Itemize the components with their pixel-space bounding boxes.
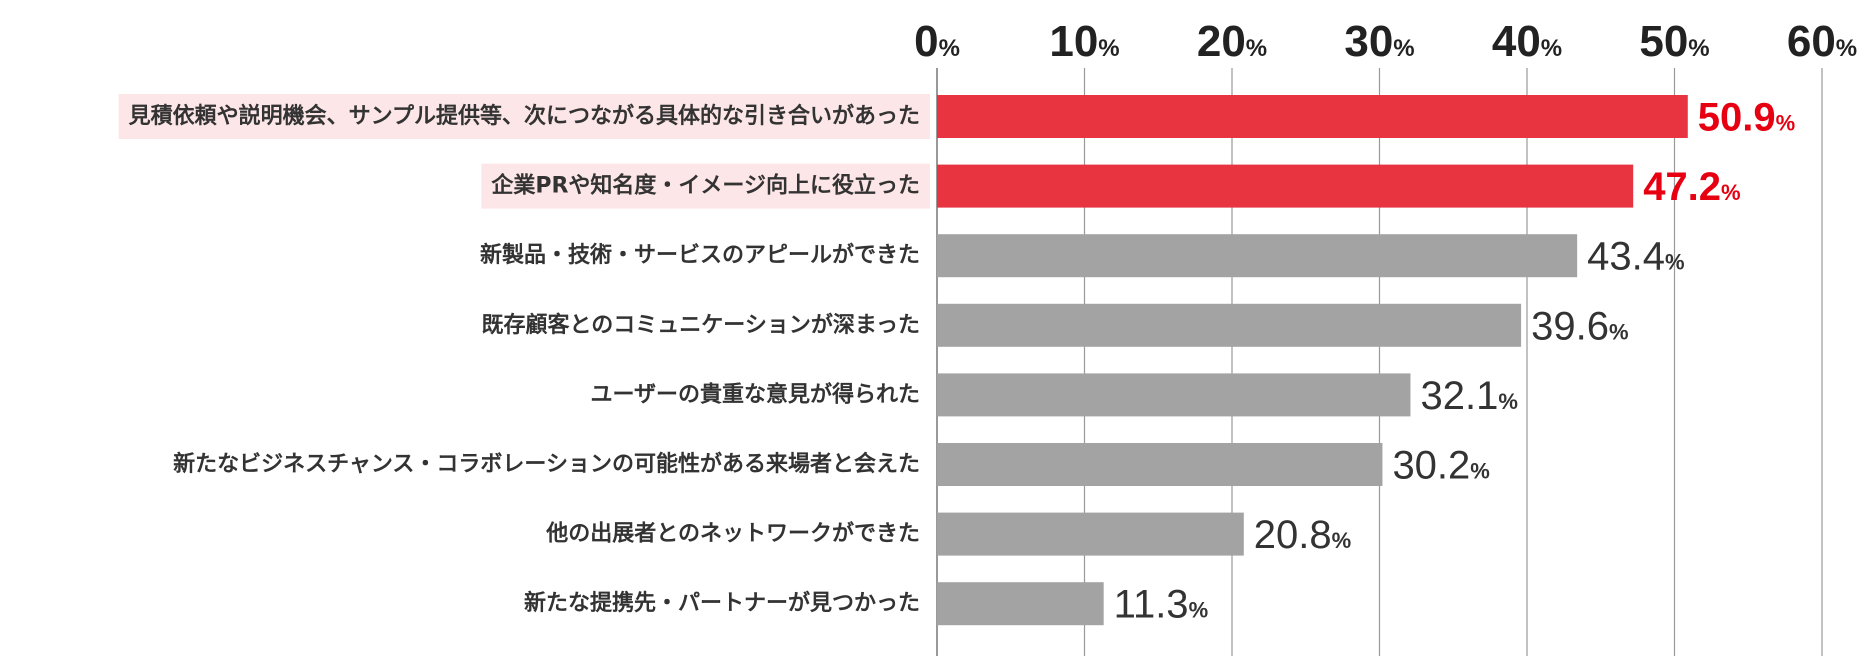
category-label: 新たな提携先・パートナーが見つかった (524, 590, 920, 616)
bar (937, 95, 1688, 138)
x-tick-label: 60% (1787, 17, 1857, 66)
bar (937, 303, 1522, 347)
category-label-highlight (118, 94, 930, 139)
value-label: 39.6% (1531, 304, 1628, 348)
category-label-highlight (481, 163, 930, 209)
category-label: 他の出展者とのネットワークができた (545, 521, 920, 547)
x-tick-label: 40% (1492, 17, 1562, 66)
value-label: 20.8% (1254, 513, 1351, 557)
x-tick-label: 10% (1049, 17, 1119, 66)
value-label: 50.9% (1698, 96, 1795, 140)
category-label: 見積依頼や説明機会、サンプル提供等、次につながる具体的な引き合いがあった (129, 103, 920, 129)
value-label: 47.2% (1643, 165, 1740, 209)
category-label: ユーザーの貴重な意見が得られた (590, 381, 920, 407)
x-axis-ticks: 0% 10% 20% 30% 40% 50% 60% (914, 17, 1857, 66)
grid-lines (936, 68, 1823, 656)
x-tick-label: 0% (914, 17, 960, 66)
value-labels: 50.9% 47.2% 43.4% 39.6% 32.1% 30.2% 20.8% 11.3% (1114, 96, 1796, 627)
category-label-highlights (118, 94, 930, 209)
bar (937, 512, 1244, 556)
bar (937, 373, 1411, 417)
x-tick-label: 30% (1344, 17, 1414, 66)
category-labels: 見積依頼や説明機会、サンプル提供等、次につながる具体的な引き合いがあった企業PR… (129, 103, 920, 616)
value-label: 30.2% (1392, 444, 1489, 488)
bar (937, 164, 1634, 208)
category-label: 新製品・技術・サービスのアピールができた (480, 242, 920, 268)
x-tick-label: 50% (1639, 17, 1709, 66)
category-label: 既存顧客とのコミュニケーションが深まった (482, 312, 920, 338)
bar (937, 582, 1104, 626)
value-label: 43.4% (1587, 235, 1684, 279)
category-label: 企業PRや知名度・イメージ向上に役立った (490, 173, 920, 199)
bars (937, 95, 1688, 626)
bar (937, 443, 1383, 486)
x-tick-label: 20% (1197, 17, 1267, 66)
bar (937, 234, 1578, 278)
value-label: 32.1% (1420, 374, 1517, 418)
category-label: 新たなビジネスチャンス・コラボレーションの可能性がある来場者と会えた (173, 451, 920, 477)
value-label: 11.3% (1114, 583, 1208, 627)
